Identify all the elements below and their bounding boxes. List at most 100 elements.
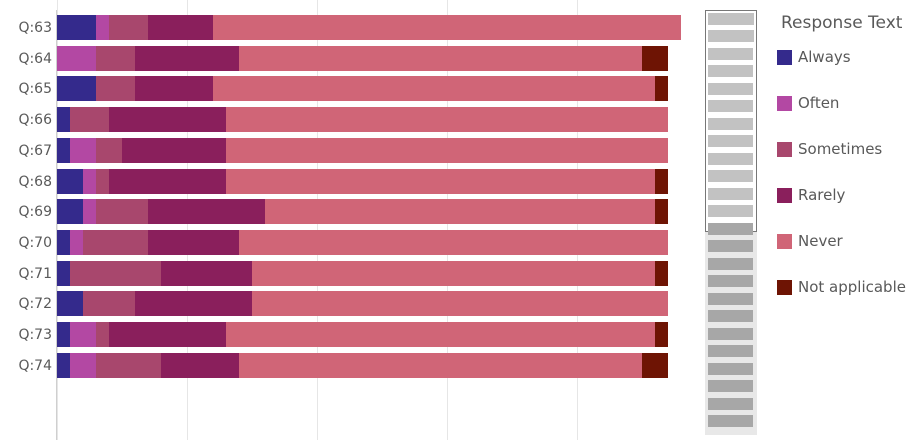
bar-row[interactable] (57, 322, 668, 347)
minimap-bar (708, 13, 754, 25)
bar-segment-always[interactable] (57, 137, 70, 163)
bar-segment-often[interactable] (70, 229, 83, 255)
bar-segment-rarely[interactable] (122, 137, 226, 163)
legend-swatch (777, 141, 792, 157)
bar-segment-always[interactable] (57, 15, 96, 40)
y-tick-label: Q:68 (18, 173, 52, 190)
bar-segment-never[interactable] (239, 45, 642, 71)
y-tick-label: Q:67 (18, 142, 52, 159)
bar-segment-never[interactable] (252, 260, 655, 286)
bar-segment-sometimes[interactable] (96, 322, 109, 347)
chart-legend: Response Text Always Often Sometimes Rarely… (777, 10, 923, 296)
bar-row[interactable] (57, 291, 668, 317)
bar-segment-not-applicable[interactable] (642, 45, 668, 71)
bar-segment-always[interactable] (57, 229, 70, 255)
bar-segment-sometimes[interactable] (70, 107, 109, 133)
bar-segment-often[interactable] (83, 168, 96, 194)
bar-row[interactable] (57, 352, 668, 378)
bar-segment-not-applicable[interactable] (655, 168, 668, 194)
bar-segment-always[interactable] (57, 260, 70, 286)
bar-segment-rarely[interactable] (161, 260, 252, 286)
legend-label: Not applicable (798, 278, 906, 296)
bar-segment-rarely[interactable] (135, 291, 252, 317)
y-axis-line (56, 10, 57, 440)
legend-item-not-applicable[interactable]: Not applicable (777, 277, 906, 297)
bar-segment-always[interactable] (57, 107, 70, 133)
bar-segment-rarely[interactable] (148, 199, 265, 225)
bar-row[interactable] (57, 168, 668, 194)
bar-segment-never[interactable] (226, 168, 655, 194)
bar-row[interactable] (57, 199, 668, 225)
bar-segment-sometimes[interactable] (109, 15, 148, 40)
bar-segment-never[interactable] (239, 352, 642, 378)
bar-segment-rarely[interactable] (148, 229, 239, 255)
bar-segment-not-applicable[interactable] (655, 260, 668, 286)
bar-row[interactable] (57, 76, 668, 102)
bar-segment-often[interactable] (70, 322, 96, 347)
bar-segment-always[interactable] (57, 168, 83, 194)
bar-segment-never[interactable] (226, 322, 655, 347)
minimap-bar (708, 328, 753, 340)
legend-item-never[interactable]: Never (777, 231, 843, 251)
bar-segment-never[interactable] (213, 15, 681, 40)
bar-segment-rarely[interactable] (161, 352, 239, 378)
bar-segment-never[interactable] (226, 107, 668, 133)
y-tick-label: Q:74 (18, 357, 52, 374)
bar-segment-rarely[interactable] (135, 45, 239, 71)
legend-item-rarely[interactable]: Rarely (777, 185, 845, 205)
bar-segment-sometimes[interactable] (96, 352, 161, 378)
minimap-bar (708, 310, 753, 322)
bar-segment-never[interactable] (213, 76, 655, 102)
bar-segment-always[interactable] (57, 291, 83, 317)
bar-segment-sometimes[interactable] (96, 199, 148, 225)
bar-segment-often[interactable] (70, 352, 96, 378)
bar-row[interactable] (57, 260, 668, 286)
bar-segment-rarely[interactable] (135, 76, 213, 102)
bar-row[interactable] (57, 45, 668, 71)
bar-segment-sometimes[interactable] (83, 291, 135, 317)
bar-segment-never[interactable] (252, 291, 668, 317)
bar-segment-often[interactable] (83, 199, 96, 225)
bar-segment-sometimes[interactable] (83, 229, 148, 255)
y-tick-label: Q:70 (18, 234, 52, 251)
bar-segment-never[interactable] (226, 137, 668, 163)
minimap-bar (708, 65, 753, 77)
y-tick-label: Q:66 (18, 112, 52, 129)
legend-item-often[interactable]: Often (777, 93, 839, 113)
minimap-bar (708, 380, 753, 392)
bar-segment-never[interactable] (265, 199, 655, 225)
bar-segment-not-applicable[interactable] (655, 76, 668, 102)
bar-segment-not-applicable[interactable] (655, 322, 668, 347)
bar-segment-always[interactable] (57, 76, 96, 102)
legend-swatch (777, 95, 792, 111)
bar-segment-rarely[interactable] (109, 168, 226, 194)
bar-segment-sometimes[interactable] (96, 45, 135, 71)
bar-row[interactable] (57, 137, 668, 163)
minimap-bar (708, 48, 753, 60)
bar-segment-often[interactable] (70, 137, 96, 163)
bar-segment-always[interactable] (57, 322, 70, 347)
legend-item-sometimes[interactable]: Sometimes (777, 139, 882, 159)
bar-segment-sometimes[interactable] (96, 76, 135, 102)
bar-segment-sometimes[interactable] (70, 260, 161, 286)
y-tick-label: Q:71 (18, 265, 52, 282)
bar-segment-sometimes[interactable] (96, 137, 122, 163)
bar-segment-always[interactable] (57, 199, 83, 225)
bar-segment-not-applicable[interactable] (655, 199, 668, 225)
bar-segment-rarely[interactable] (148, 15, 213, 40)
legend-item-always[interactable]: Always (777, 47, 851, 67)
bar-row[interactable] (57, 107, 668, 133)
bar-segment-always[interactable] (57, 352, 70, 378)
bar-segment-not-applicable[interactable] (642, 352, 668, 378)
legend-label: Rarely (798, 186, 846, 204)
bar-row[interactable] (57, 15, 681, 40)
bar-segment-never[interactable] (239, 229, 668, 255)
bar-segment-sometimes[interactable] (96, 168, 109, 194)
legend-swatch (777, 49, 792, 65)
bar-segment-often[interactable] (96, 15, 109, 40)
bar-segment-often[interactable] (57, 45, 96, 71)
stacked-bar-chart: Q:63 Q:64 Q:65 Q:66 Q:67 Q:68 Q:69 Q:70 Q:71 Q:72… (18, 0, 681, 440)
bar-segment-rarely[interactable] (109, 322, 226, 347)
bar-segment-rarely[interactable] (109, 107, 226, 133)
bar-row[interactable] (57, 229, 668, 255)
